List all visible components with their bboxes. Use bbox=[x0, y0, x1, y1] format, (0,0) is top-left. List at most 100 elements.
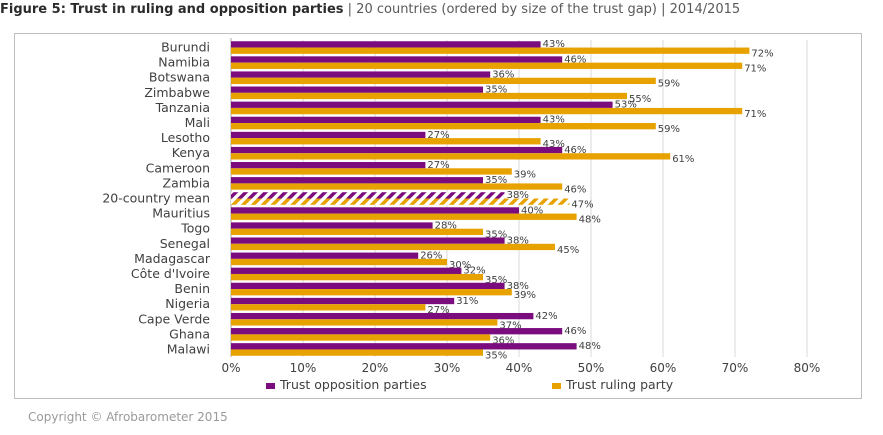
data-label-opposition: 40% bbox=[521, 205, 543, 216]
x-tick-label: 60% bbox=[650, 361, 677, 375]
data-label-opposition: 31% bbox=[456, 296, 478, 307]
bar-opposition bbox=[231, 282, 505, 290]
figure-title-subtitle: | 20 countries (ordered by size of the t… bbox=[343, 2, 741, 17]
bar-opposition bbox=[231, 101, 613, 108]
data-label-opposition: 38% bbox=[507, 281, 529, 292]
bar-ruling bbox=[231, 349, 483, 356]
bar-opposition bbox=[231, 41, 541, 48]
data-label-ruling: 36% bbox=[492, 335, 514, 346]
data-label-opposition: 48% bbox=[579, 341, 601, 352]
category-label: Ghana bbox=[169, 326, 210, 341]
data-label-opposition: 42% bbox=[535, 311, 557, 322]
data-label-ruling: 35% bbox=[485, 230, 507, 241]
data-label-ruling: 30% bbox=[449, 260, 471, 271]
bars: 43% 72% 46% 71% 36% 59% 35% 55%53% 71% 43% 59% 27% 4… bbox=[231, 39, 774, 361]
category-label: Malawi bbox=[167, 341, 210, 356]
data-label-ruling: 46% bbox=[564, 184, 586, 195]
x-tick-label: 70% bbox=[722, 361, 749, 375]
category-label: Madagascar bbox=[134, 251, 211, 266]
x-tick-label: 0% bbox=[221, 361, 240, 375]
data-label-opposition: 36% bbox=[492, 69, 514, 80]
category-label: Benin bbox=[174, 281, 210, 296]
bar-ruling bbox=[231, 123, 656, 130]
category-label: Togo bbox=[180, 221, 210, 236]
x-tick-labels: 0% 10% 20% 30% 40% 50% 60% 70% 80% bbox=[221, 361, 820, 375]
bar-ruling bbox=[231, 198, 570, 205]
data-label-ruling: 71% bbox=[744, 64, 766, 75]
category-label: Botswana bbox=[149, 70, 210, 85]
bar-ruling bbox=[231, 153, 671, 160]
category-label: Lesotho bbox=[161, 130, 210, 145]
category-label: Cameroon bbox=[146, 160, 210, 175]
bar-ruling bbox=[231, 213, 577, 220]
bar-opposition bbox=[231, 162, 426, 169]
bar-ruling bbox=[231, 258, 447, 266]
category-label: Nigeria bbox=[165, 296, 210, 311]
data-label-ruling: 61% bbox=[672, 154, 694, 165]
data-label-ruling: 43% bbox=[543, 139, 565, 150]
data-label-ruling: 59% bbox=[658, 124, 680, 135]
category-label: Namibia bbox=[158, 55, 210, 70]
data-label-opposition: 35% bbox=[485, 85, 507, 96]
bar-ruling bbox=[231, 77, 656, 85]
data-label-ruling: 35% bbox=[485, 350, 507, 361]
data-label-ruling: 45% bbox=[557, 245, 579, 256]
data-label-ruling: 35% bbox=[485, 275, 507, 286]
data-label-ruling: 39% bbox=[514, 169, 536, 180]
bar-opposition bbox=[231, 312, 534, 320]
x-tick-label: 20% bbox=[362, 361, 389, 375]
x-tick-label: 30% bbox=[434, 361, 461, 375]
data-label-ruling: 27% bbox=[427, 305, 449, 316]
bar-opposition bbox=[231, 222, 433, 229]
figure-title: Figure 5: Trust in ruling and opposition… bbox=[0, 2, 880, 17]
bar-opposition bbox=[231, 328, 563, 335]
category-label: Kenya bbox=[172, 145, 210, 160]
data-label-opposition: 27% bbox=[427, 130, 449, 141]
bar-opposition bbox=[231, 71, 491, 78]
data-label-ruling: 47% bbox=[571, 200, 593, 211]
category-label: Zimbabwe bbox=[144, 85, 210, 100]
bar-ruling bbox=[231, 243, 555, 251]
legend-label: Trust opposition parties bbox=[279, 377, 427, 392]
bar-ruling bbox=[231, 304, 426, 311]
data-label-ruling: 59% bbox=[658, 79, 680, 90]
bar-ruling bbox=[231, 168, 512, 175]
bar-opposition bbox=[231, 146, 563, 154]
data-label-opposition: 43% bbox=[543, 115, 565, 126]
data-label-opposition: 53% bbox=[615, 100, 637, 111]
bar-opposition bbox=[231, 177, 483, 184]
data-label-opposition: 26% bbox=[420, 251, 442, 262]
bar-ruling bbox=[231, 289, 512, 296]
bar-ruling bbox=[231, 138, 541, 145]
bar-ruling bbox=[231, 47, 750, 54]
bar-opposition bbox=[231, 252, 419, 259]
category-label: Zambia bbox=[163, 175, 210, 190]
category-label: Burundi bbox=[161, 40, 210, 55]
data-label-opposition: 43% bbox=[543, 39, 565, 50]
bar-opposition bbox=[231, 131, 426, 139]
data-label-ruling: 71% bbox=[744, 109, 766, 120]
category-label: Senegal bbox=[160, 236, 210, 251]
data-label-opposition: 27% bbox=[427, 160, 449, 171]
bar-ruling bbox=[231, 319, 498, 326]
category-labels: BurundiNamibiaBotswanaZimbabweTanzaniaMa… bbox=[102, 40, 211, 357]
bar-ruling bbox=[231, 183, 563, 190]
bar-ruling bbox=[231, 334, 491, 341]
data-label-opposition: 32% bbox=[463, 266, 485, 277]
category-label: 20-country mean bbox=[102, 191, 210, 206]
x-tick-label: 10% bbox=[290, 361, 317, 375]
legend: Trust opposition parties Trust ruling par… bbox=[266, 377, 674, 392]
bar-opposition bbox=[231, 297, 455, 305]
category-label: Cape Verde bbox=[138, 311, 210, 326]
category-label: Mauritius bbox=[152, 206, 210, 221]
bar-opposition bbox=[231, 207, 519, 214]
bar-ruling bbox=[231, 92, 627, 100]
x-tick-label: 50% bbox=[578, 361, 605, 375]
data-label-opposition: 46% bbox=[564, 145, 586, 156]
data-label-ruling: 48% bbox=[579, 215, 601, 226]
copyright-text: Copyright © Afrobarometer 2015 bbox=[28, 410, 228, 424]
data-label-opposition: 28% bbox=[435, 220, 457, 231]
bar-opposition bbox=[231, 343, 577, 350]
bar-opposition bbox=[231, 86, 483, 93]
x-tick-label: 80% bbox=[794, 361, 821, 375]
